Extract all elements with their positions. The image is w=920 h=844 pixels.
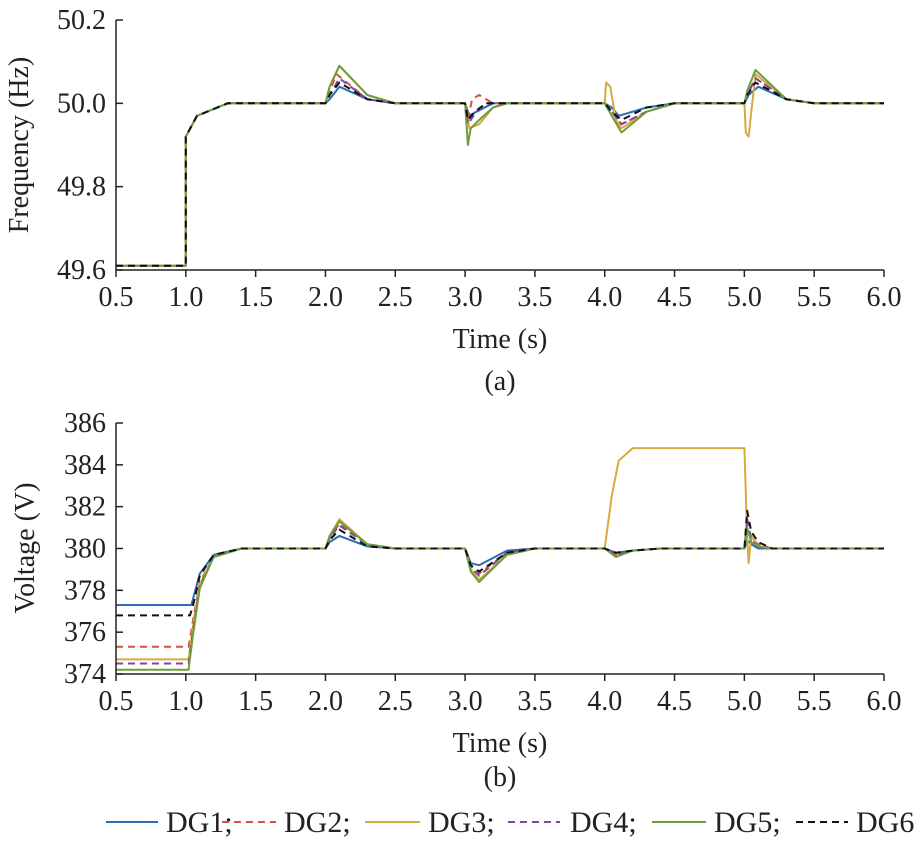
series-line-dg4 <box>116 518 884 665</box>
x-tick-label: 0.5 <box>99 282 134 313</box>
legend-label-dg4: DG4; <box>570 806 637 839</box>
y-axis-title: Voltage (V) <box>10 483 41 614</box>
x-axis-title: Time (s) <box>453 324 548 355</box>
x-tick-label: 2.5 <box>378 686 413 717</box>
x-tick-label: 6.0 <box>867 282 902 313</box>
series-line-dg1 <box>116 534 884 606</box>
x-tick-label: 5.5 <box>797 282 832 313</box>
voltage-chart: 0.5 1.0 1.5 2.0 2.5 3.0 3.5 4.0 4.5 5.0 5.5 6.0 374… <box>10 408 902 793</box>
y-tick-label: 49.6 <box>57 255 106 286</box>
x-tick-label: 2.0 <box>308 686 343 717</box>
series-line-dg6 <box>116 81 884 267</box>
y-tick-label: 378 <box>64 575 106 606</box>
x-tick-label: 0.5 <box>99 686 134 717</box>
x-tick-label: 3.0 <box>448 686 483 717</box>
y-tick-label: 382 <box>64 492 106 523</box>
x-ticks: 0.5 1.0 1.5 2.0 2.5 3.0 3.5 4.0 4.5 5.0 5.5 6.0 <box>99 270 902 313</box>
x-tick-label: 3.0 <box>448 282 483 313</box>
legend-label-dg1: DG1; <box>166 806 233 839</box>
legend-label-dg5: DG5; <box>714 806 781 839</box>
x-tick-label: 4.0 <box>587 282 622 313</box>
legend-label-dg3: DG3; <box>428 806 495 839</box>
series-line-dg3 <box>116 64 884 267</box>
x-tick-label: 5.0 <box>727 686 762 717</box>
x-tick-label: 3.5 <box>517 282 552 313</box>
x-tick-label: 1.5 <box>238 282 273 313</box>
y-tick-label: 380 <box>64 534 106 565</box>
x-tick-label: 3.5 <box>517 686 552 717</box>
frequency-series-lines <box>116 64 884 267</box>
series-line-dg5 <box>116 64 884 267</box>
x-tick-label: 1.0 <box>168 686 203 717</box>
y-tick-label: 49.8 <box>57 172 106 203</box>
legend-label-dg2: DG2; <box>284 806 351 839</box>
legend-label-dg6: DG6 <box>856 806 914 839</box>
series-line-dg6 <box>116 509 884 617</box>
x-axis-title: Time (s) <box>453 728 548 759</box>
x-tick-label: 1.0 <box>168 282 203 313</box>
y-tick-label: 386 <box>64 408 106 439</box>
y-axis-title: Frequency (Hz) <box>4 57 35 233</box>
y-ticks: 49.6 49.8 50.0 50.2 <box>57 5 123 286</box>
x-tick-label: 4.5 <box>657 282 692 313</box>
x-tick-label: 2.0 <box>308 282 343 313</box>
panel-label-b: (b) <box>484 762 517 793</box>
y-tick-label: 374 <box>64 659 106 690</box>
x-tick-label: 1.5 <box>238 686 273 717</box>
legend: DG1; DG2; DG3; DG4; DG5; DG6 <box>106 806 914 839</box>
voltage-series-lines <box>116 447 884 671</box>
x-tick-label: 5.0 <box>727 282 762 313</box>
series-line-dg1 <box>116 85 884 267</box>
series-line-dg2 <box>116 522 884 648</box>
y-tick-label: 376 <box>64 617 106 648</box>
series-line-dg5 <box>116 520 884 671</box>
y-tick-label: 384 <box>64 450 106 481</box>
x-tick-label: 2.5 <box>378 282 413 313</box>
x-tick-label: 4.0 <box>587 686 622 717</box>
x-tick-label: 4.5 <box>657 686 692 717</box>
x-tick-label: 6.0 <box>867 686 902 717</box>
x-ticks: 0.5 1.0 1.5 2.0 2.5 3.0 3.5 4.0 4.5 5.0 5.5 6.0 <box>99 674 902 717</box>
panel-label-a: (a) <box>484 366 515 397</box>
y-tick-label: 50.2 <box>57 5 106 36</box>
frequency-chart: 0.5 1.0 1.5 2.0 2.5 3.0 3.5 4.0 4.5 5.0 5.5 6.0 49.… <box>4 5 902 397</box>
x-tick-label: 5.5 <box>797 686 832 717</box>
y-ticks: 374 376 378 380 382 384 386 <box>64 408 123 690</box>
y-tick-label: 50.0 <box>57 88 106 119</box>
